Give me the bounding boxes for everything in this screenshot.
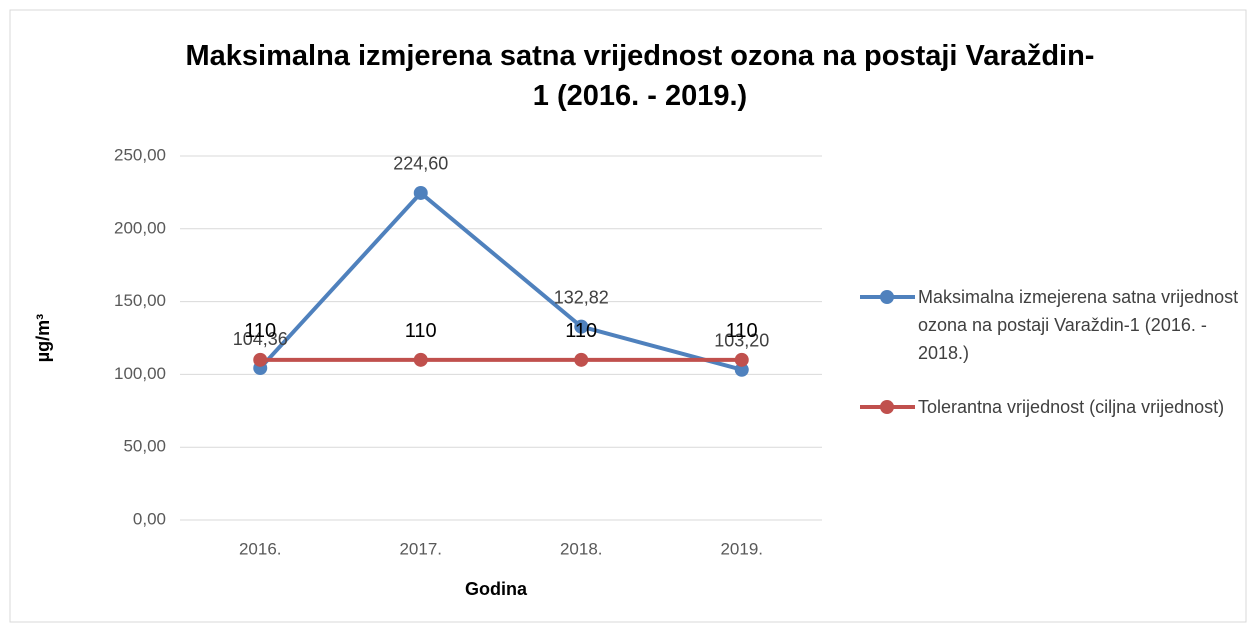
data-label: 110 <box>244 320 276 342</box>
data-point <box>734 362 749 377</box>
x-tick-label: 2016. <box>239 539 282 558</box>
legend-label: Maksimalna izmejerena satna vrijednost o… <box>918 287 1239 363</box>
data-label: 110 <box>726 320 758 342</box>
x-tick-label: 2017. <box>399 539 442 558</box>
data-point <box>574 352 589 367</box>
legend-label: Tolerantna vrijednost (ciljna vrijednost… <box>918 397 1225 417</box>
data-label: 110 <box>565 320 597 342</box>
y-tick-label: 250,00 <box>114 145 166 164</box>
data-label: 104,36 <box>233 329 288 349</box>
y-tick-label: 100,00 <box>114 364 166 383</box>
legend-marker <box>880 400 894 414</box>
y-tick-label: 150,00 <box>114 291 166 310</box>
data-label: 132,82 <box>554 287 609 307</box>
y-tick-label: 0,00 <box>133 509 166 528</box>
x-tick-label: 2019. <box>720 539 763 558</box>
data-label: 103,20 <box>714 330 769 350</box>
data-label: 224,60 <box>393 154 448 174</box>
legend-marker <box>880 290 894 304</box>
series-line <box>258 190 743 372</box>
data-point <box>734 352 749 367</box>
data-point <box>413 352 428 367</box>
chart-title: Maksimalna izmjerena satna vrijednost oz… <box>185 40 1095 112</box>
y-tick-label: 200,00 <box>114 218 166 237</box>
data-point <box>413 185 428 200</box>
y-axis-label: µg/m³ <box>33 314 53 362</box>
x-tick-label: 2018. <box>560 539 603 558</box>
data-point <box>253 352 268 367</box>
data-label: 110 <box>405 320 437 342</box>
x-axis-label: Godina <box>465 579 528 599</box>
y-tick-label: 50,00 <box>123 437 166 456</box>
data-point <box>574 319 589 334</box>
